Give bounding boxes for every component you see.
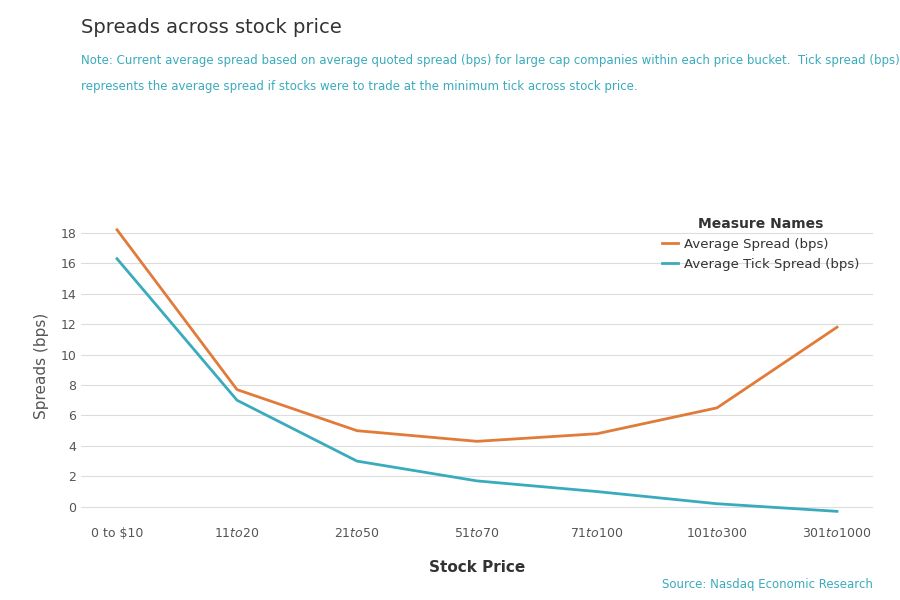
Legend: Average Spread (bps), Average Tick Spread (bps): Average Spread (bps), Average Tick Sprea…: [655, 211, 867, 278]
Y-axis label: Spreads (bps): Spreads (bps): [34, 313, 50, 419]
Text: Source: Nasdaq Economic Research: Source: Nasdaq Economic Research: [662, 578, 873, 591]
Text: Note: Current average spread based on average quoted spread (bps) for large cap : Note: Current average spread based on av…: [81, 54, 900, 67]
Text: Spreads across stock price: Spreads across stock price: [81, 18, 342, 37]
Text: Stock Price: Stock Price: [429, 559, 525, 575]
Text: represents the average spread if stocks were to trade at the minimum tick across: represents the average spread if stocks …: [81, 80, 637, 94]
